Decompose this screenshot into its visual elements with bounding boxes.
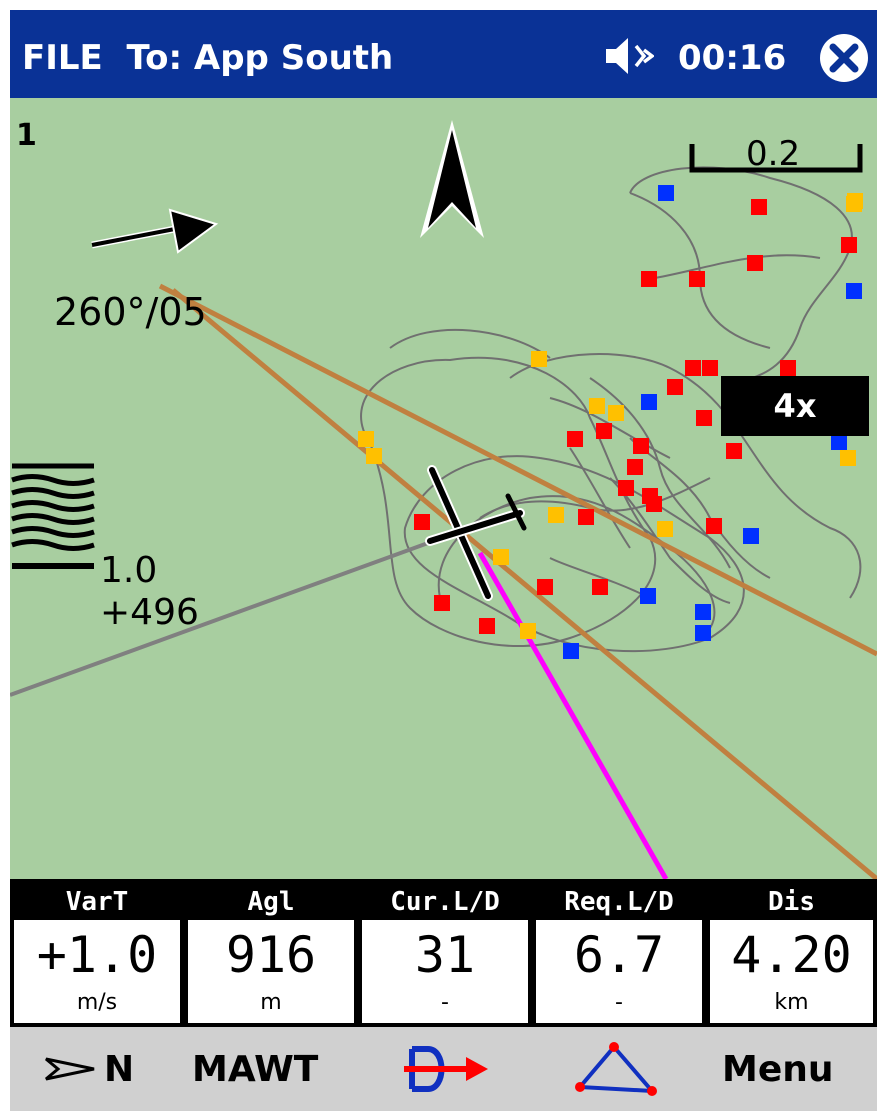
task-triangle-icon <box>575 1042 657 1096</box>
infobox-req-ld[interactable]: Req.L/D 6.7 - <box>532 879 706 1027</box>
waypoints[interactable] <box>358 185 863 659</box>
infobox-value: 4.20 <box>731 926 852 984</box>
task-leg-line <box>171 288 877 879</box>
infobox-body: 6.7 - <box>536 920 702 1023</box>
vario-bars-icon <box>11 463 95 569</box>
wind-arrow-icon <box>91 208 219 254</box>
infobox-vart[interactable]: VarT +1.0 m/s <box>10 879 184 1027</box>
infobox-body: +1.0 m/s <box>14 920 180 1023</box>
infobox-label: Cur.L/D <box>390 887 500 917</box>
close-icon[interactable] <box>818 32 870 84</box>
page-number: 1 <box>16 118 37 153</box>
infobox-value: 6.7 <box>573 926 665 984</box>
infobox-unit: - <box>441 990 449 1015</box>
bearing-line <box>10 533 451 697</box>
infobox-unit: - <box>615 990 623 1015</box>
infobox-dis[interactable]: Dis 4.20 km <box>706 879 877 1027</box>
infobox-value: 31 <box>414 926 476 984</box>
mawt-button[interactable]: MAWT <box>180 1027 350 1111</box>
north-up-button[interactable]: N <box>10 1027 170 1111</box>
title-bar: FILE To: App South 00:16 <box>10 10 877 98</box>
north-up-label: N <box>104 1049 135 1090</box>
speaker-muted-icon[interactable] <box>604 36 654 76</box>
menu-button[interactable]: Menu <box>710 1027 870 1111</box>
infobox-label: VarT <box>65 887 129 917</box>
infobox-body: 31 - <box>362 920 528 1023</box>
map-canvas[interactable] <box>10 98 877 879</box>
map-view[interactable]: 1 260°/05 1.0 +496 0.2 4x <box>10 98 877 879</box>
altitude-difference: +496 <box>100 592 199 633</box>
infobox-body: 4.20 km <box>710 920 873 1023</box>
scale-label: 0.2 <box>746 134 801 174</box>
info-bar: VarT +1.0 m/s Agl 916 m Cur.L/D 31 - Req… <box>10 879 877 1027</box>
infobox-cur-ld[interactable]: Cur.L/D 31 - <box>358 879 532 1027</box>
infobox-unit: m/s <box>76 990 118 1015</box>
scale-bar <box>689 144 863 173</box>
wind-readout: 260°/05 <box>54 290 207 334</box>
infobox-value: +1.0 <box>36 926 158 984</box>
mawt-label: MAWT <box>192 1049 319 1090</box>
menu-label: Menu <box>722 1049 834 1090</box>
goto-waypoint-icon <box>404 1046 488 1092</box>
infobox-body: 916 m <box>188 920 354 1023</box>
infobox-value: 916 <box>225 926 317 984</box>
track-line <box>477 551 669 879</box>
infobox-label: Dis <box>768 887 815 917</box>
clock: 00:16 <box>678 38 787 78</box>
arrow-north-icon <box>45 1057 95 1081</box>
infobox-unit: m <box>260 990 282 1015</box>
window-title[interactable]: FILE To: App South <box>22 38 394 78</box>
infobox-agl[interactable]: Agl 916 m <box>184 879 358 1027</box>
task-button[interactable] <box>550 1027 690 1111</box>
vario-value: 1.0 <box>100 550 158 591</box>
zoom-indicator[interactable]: 4x <box>721 376 869 436</box>
infobox-label: Req.L/D <box>564 887 674 917</box>
menu-bar: N MAWT Menu <box>10 1027 877 1111</box>
infobox-label: Agl <box>247 887 295 917</box>
glider-icon <box>425 465 527 601</box>
north-arrow-icon <box>420 120 484 238</box>
task-leg-line <box>158 283 877 657</box>
infobox-unit: km <box>774 990 809 1015</box>
goto-waypoint-button[interactable] <box>380 1027 510 1111</box>
